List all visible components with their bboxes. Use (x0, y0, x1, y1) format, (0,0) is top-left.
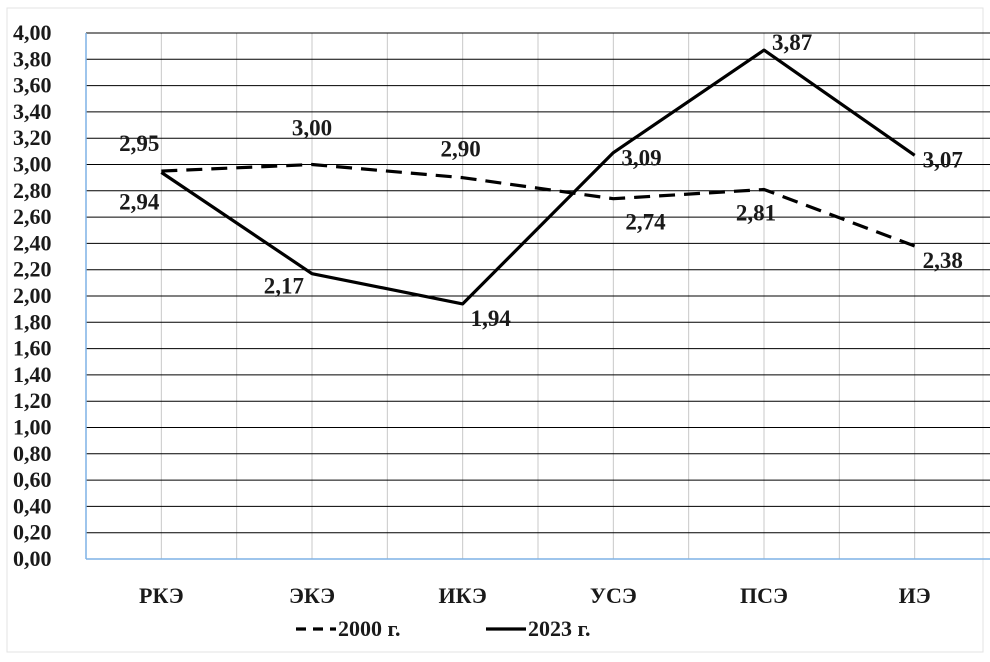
x-tick-label: ИКЭ (439, 583, 487, 608)
data-labels: 2,95 3,00 2,90 2,74 2,81 2,38 2,94 2,17 1,94 3,09… (119, 30, 963, 331)
data-label: 3,87 (772, 30, 812, 55)
x-tick-label: РКЭ (139, 583, 184, 608)
x-tick-label: ЭКЭ (289, 583, 335, 608)
plot-frame (85, 33, 990, 560)
series-line-dashed (161, 162, 916, 248)
data-label: 3,00 (292, 116, 332, 141)
y-tick-label: 3,40 (13, 99, 52, 124)
y-tick-label: 1,20 (13, 388, 52, 413)
y-tick-label: 2,20 (13, 257, 52, 282)
data-label: 2,90 (441, 137, 481, 162)
y-tick-label: 0,20 (13, 520, 52, 545)
data-label: 2,95 (119, 131, 159, 156)
data-label: 1,94 (471, 306, 512, 331)
y-tick-label: 3,20 (13, 125, 52, 150)
y-tick-label: 1,40 (13, 362, 52, 387)
y-tick-label: 4,00 (13, 20, 52, 45)
x-tick-label: УСЭ (590, 583, 637, 608)
data-label: 3,09 (621, 146, 661, 171)
y-tick-label: 1,60 (13, 336, 52, 361)
horizontal-gridlines (86, 32, 990, 534)
x-axis-tick-labels: РКЭ ЭКЭ ИКЭ УСЭ ПСЭ ИЭ (139, 583, 931, 608)
data-label: 2,74 (625, 210, 666, 235)
y-tick-label: 3,60 (13, 73, 52, 98)
y-tick-label: 2,40 (13, 230, 52, 255)
y-tick-label: 0,60 (13, 467, 52, 492)
data-label: 3,07 (923, 147, 963, 172)
data-label: 2,94 (119, 189, 160, 214)
y-tick-label: 3,00 (13, 152, 52, 177)
y-tick-label: 2,00 (13, 283, 52, 308)
y-tick-label: 1,00 (13, 415, 52, 440)
legend-label: 2000 г. (338, 616, 401, 641)
y-tick-label: 2,80 (13, 178, 52, 203)
data-label: 2,81 (736, 200, 776, 225)
y-tick-label: 2,60 (13, 204, 52, 229)
y-tick-label: 0,00 (13, 546, 52, 571)
legend-label: 2023 г. (528, 616, 591, 641)
y-tick-label: 0,80 (13, 441, 52, 466)
y-axis-tick-labels: 0,000,200,400,600,801,001,201,401,601,80… (13, 20, 52, 571)
x-tick-label: ПСЭ (740, 583, 788, 608)
series-lines (160, 48, 916, 306)
y-tick-label: 0,40 (13, 493, 52, 518)
y-tick-label: 3,80 (13, 46, 52, 71)
x-tick-label: ИЭ (899, 583, 931, 608)
legend: 2000 г. 2023 г. (296, 616, 591, 641)
data-label: 2,38 (923, 248, 963, 273)
y-tick-label: 1,80 (13, 309, 52, 334)
series-line-solid (160, 48, 916, 306)
data-label: 2,17 (264, 274, 304, 299)
